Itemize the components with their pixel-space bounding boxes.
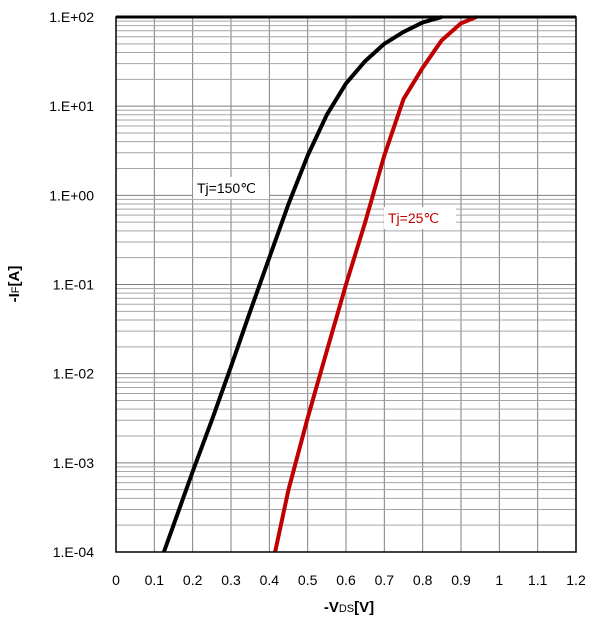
y-tick-labels: 1.E+02 1.E+01 1.E+00 1.E-01 1.E-02 1.E-03 1.E-… [49, 9, 94, 560]
curve-label-150: Tj=150℃ [197, 180, 256, 196]
y-tick-label: 1.E-04 [53, 544, 94, 560]
x-tick-label: 0.4 [260, 572, 280, 588]
x-tick-label: 0.9 [451, 572, 471, 588]
x-tick-label: 1.2 [566, 572, 586, 588]
y-tick-label: 1.E-02 [53, 366, 94, 382]
series-line-0 [162, 15, 443, 553]
grid [115, 17, 577, 553]
y-tick-label: 1.E+02 [49, 9, 94, 25]
x-tick-label: 0.8 [413, 572, 433, 588]
x-tick-label: 0.5 [298, 572, 318, 588]
x-tick-label: 0.3 [221, 572, 241, 588]
x-tick-label: 0.1 [145, 572, 165, 588]
y-tick-label: 1.E+00 [49, 187, 94, 203]
x-tick-label: 0 [112, 572, 120, 588]
y-tick-label: 1.E+01 [49, 98, 94, 114]
x-tick-label: 1 [495, 572, 503, 588]
x-tick-label: 0.7 [375, 572, 395, 588]
y-tick-label: 1.E-01 [53, 277, 94, 293]
y-tick-label: 1.E-03 [53, 455, 94, 471]
series-line-1 [273, 15, 478, 553]
y-axis-title: -IF[A] [6, 266, 23, 303]
label-bg-150 [193, 177, 269, 199]
x-tick-labels: 0 0.1 0.2 0.3 0.4 0.5 0.6 0.7 0.8 0.9 1 1.1 1.2 [112, 572, 586, 588]
x-tick-label: 0.6 [336, 572, 356, 588]
x-axis-title: -VDS[V] [324, 599, 374, 616]
label-bg-25 [384, 207, 456, 229]
x-tick-label: 1.1 [528, 572, 548, 588]
x-tick-label: 0.2 [183, 572, 203, 588]
curves [162, 15, 478, 553]
curve-label-25: Tj=25℃ [388, 210, 439, 226]
